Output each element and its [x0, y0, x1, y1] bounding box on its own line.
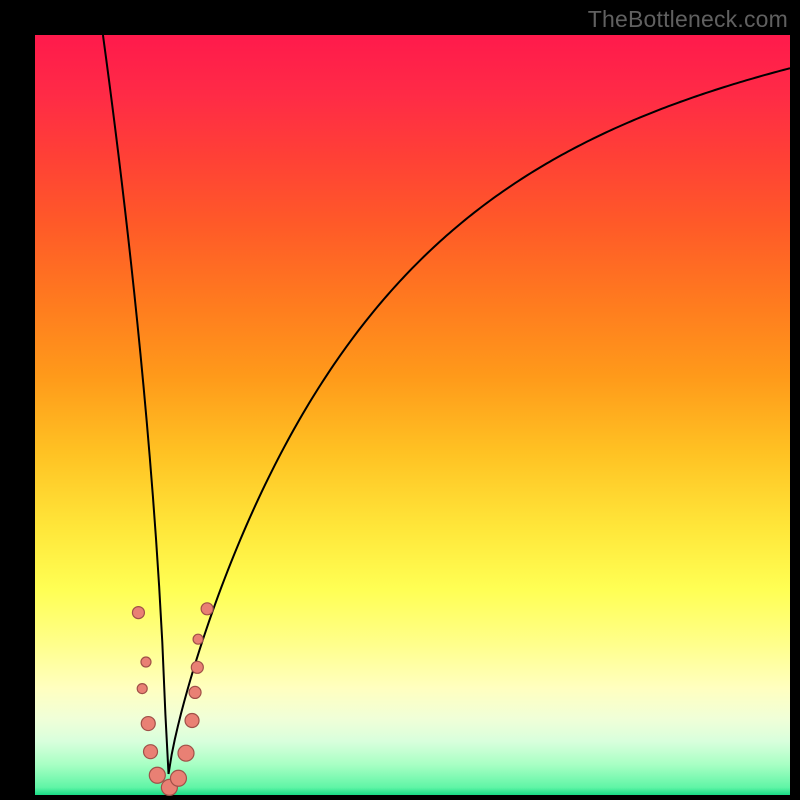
- marker-point: [141, 657, 151, 667]
- plot-svg-layer: [35, 35, 790, 795]
- marker-point: [170, 770, 186, 786]
- marker-point: [189, 686, 201, 698]
- marker-point: [137, 684, 147, 694]
- marker-point: [201, 603, 213, 615]
- marker-point: [185, 714, 199, 728]
- marker-point: [149, 767, 165, 783]
- marker-point: [191, 661, 203, 673]
- bottleneck-chart-root: TheBottleneck.com: [0, 0, 800, 800]
- bottleneck-curve: [103, 35, 790, 774]
- watermark-source-label: TheBottleneck.com: [588, 6, 788, 33]
- plot-area: [35, 35, 790, 795]
- marker-point: [178, 745, 194, 761]
- marker-point: [193, 634, 203, 644]
- marker-point: [144, 745, 158, 759]
- marker-point: [132, 607, 144, 619]
- marker-cluster: [132, 603, 213, 796]
- marker-point: [141, 717, 155, 731]
